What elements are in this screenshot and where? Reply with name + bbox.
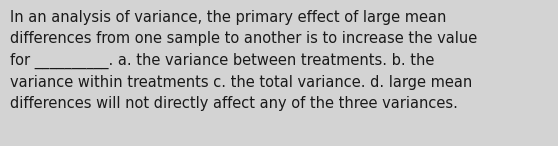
Text: In an analysis of variance, the primary effect of large mean
differences from on: In an analysis of variance, the primary …: [10, 10, 477, 111]
